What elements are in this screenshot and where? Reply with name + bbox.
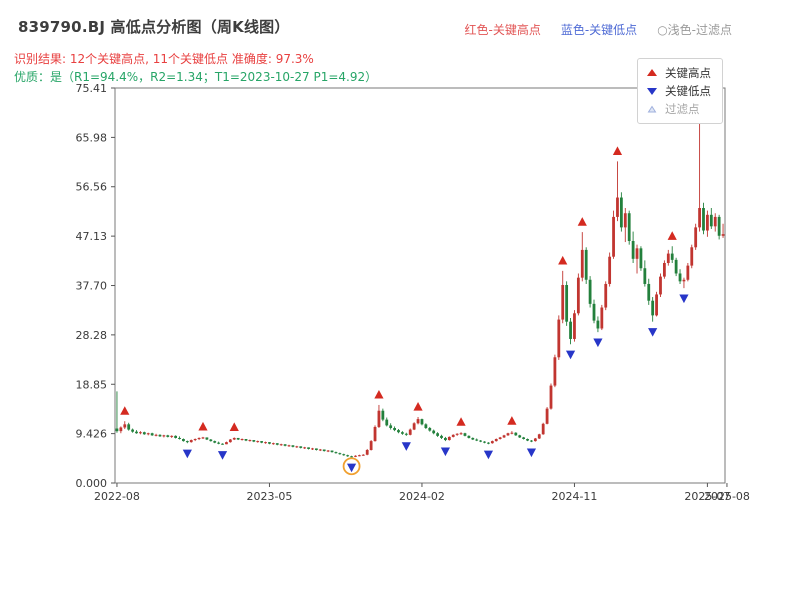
legend-item[interactable]: 过滤点 [645,100,715,118]
x-tick-label: 2023-05 [246,490,292,503]
y-tick-label: 75.41 [76,82,108,95]
plot-legend: 关键高点关键低点过滤点 [637,58,723,124]
y-tick-label: 9.426 [76,428,108,441]
legend-item-label: 关键高点 [665,66,711,80]
key-high-marker [558,255,568,265]
x-tick-label: 2025-08 [704,490,750,503]
key-low-markers [182,294,689,473]
y-tick-label: 18.85 [76,378,108,391]
quality-result-text: 优质：是（R1=94.4%，R2=1.34；T1=2023-10-27 P1=4… [14,70,378,84]
down-triangle-icon [647,88,657,95]
recognition-result-text: 识别结果: 12个关键高点, 11个关键低点 准确度: 97.3% [14,52,314,66]
key-low-marker [440,447,451,457]
legend-item[interactable]: 关键低点 [645,82,715,100]
key-low-marker [565,350,576,360]
y-axis: 0.000 9.426 18.85 28.28 37.70 47.13 56.56 65.98… [76,82,115,490]
y-tick-label: 56.56 [76,181,108,194]
x-tick-label: 2024-02 [399,490,445,503]
page-title: 839790.BJ 高低点分析图（周K线图） [18,18,290,36]
x-axis: 2022-08 2023-05 2024-02 2024-11 2025-072025-… [94,483,750,503]
key-low-marker [648,328,658,337]
legend-item[interactable]: 关键高点 [645,64,715,82]
y-tick-label: 0.000 [76,477,108,490]
key-low-marker [679,294,689,304]
circled-filtered-point [342,457,361,476]
key-high-marker [577,217,587,226]
color-key-item: ○浅色-过滤点 [657,23,732,37]
key-low-marker [483,450,494,460]
legend-item-label: 关键低点 [665,84,711,98]
y-tick-label: 47.13 [76,230,108,243]
up-triangle-icon [647,69,657,76]
key-high-marker [374,389,384,399]
key-low-marker [346,463,357,473]
key-low-marker [182,449,192,459]
color-key-item: 蓝色-关键低点 [560,23,638,37]
candles [115,122,725,458]
key-high-marker [198,421,208,431]
key-low-marker [217,451,228,460]
key-high-marker [667,231,677,240]
key-low-marker [526,448,537,458]
key-high-marker [612,146,623,155]
key-high-marker [413,402,423,411]
plot-border [114,87,726,484]
y-tick-label: 65.98 [76,131,108,144]
key-low-marker [401,442,411,451]
color-key: 红色-关键高点 蓝色-关键低点 ○浅色-过滤点 [465,21,733,38]
key-high-marker [507,416,517,425]
key-high-marker [120,406,130,415]
up-triangle-light-icon [647,105,657,113]
legend-item-label: 过滤点 [665,102,700,116]
color-key-item: 红色-关键高点 [464,23,541,37]
key-high-marker [456,417,466,426]
x-tick-label: 2024-11 [551,490,597,503]
x-tick-label: 2025-07 [684,490,730,503]
key-high-marker [229,422,239,432]
y-tick-label: 37.70 [76,280,108,293]
y-tick-label: 28.28 [76,329,108,342]
key-high-markers [120,107,705,432]
key-low-marker [593,338,603,348]
x-tick-label: 2022-08 [94,490,140,503]
